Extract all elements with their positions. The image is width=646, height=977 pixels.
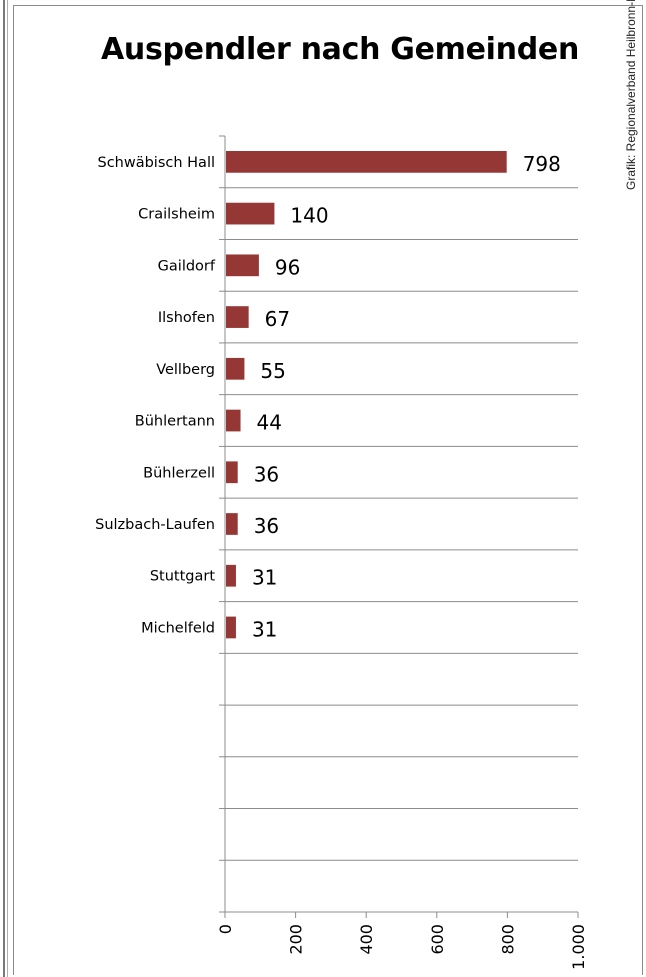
category-label: Stuttgart	[150, 569, 216, 585]
bar	[226, 409, 241, 432]
data-label: 31	[252, 566, 277, 590]
x-tick-label: 200	[287, 924, 306, 955]
bar	[226, 513, 238, 535]
bar	[226, 616, 236, 639]
bar	[226, 357, 245, 380]
data-label: 67	[265, 307, 290, 331]
x-tick-label: 600	[428, 924, 447, 955]
category-label: Crailsheim	[138, 207, 215, 223]
category-label: Schwäbisch Hall	[97, 155, 215, 171]
category-label: Vellberg	[156, 362, 215, 378]
x-tick-label: 1.000	[569, 924, 588, 970]
left-border-line	[3, 0, 5, 977]
data-label: 55	[260, 359, 285, 383]
bar	[226, 461, 238, 484]
bar	[226, 306, 249, 328]
category-label: Michelfeld	[141, 620, 215, 636]
chart-title: Auspendler nach Gemeinden	[100, 32, 580, 67]
data-label: 96	[275, 255, 300, 279]
x-tick-label: 800	[498, 924, 517, 955]
data-label: 140	[290, 204, 328, 228]
bar	[226, 254, 259, 277]
bar	[226, 151, 507, 173]
category-label: Gaildorf	[158, 258, 216, 274]
x-tick-label: 0	[216, 924, 235, 934]
category-label: Bühlerzell	[143, 465, 215, 481]
category-label: Ilshofen	[158, 310, 215, 326]
x-tick-label: 400	[357, 924, 376, 955]
category-label: Bühlertann	[135, 414, 215, 430]
data-label: 31	[252, 617, 277, 641]
category-label: Sulzbach-Laufen	[95, 517, 215, 533]
data-label: 36	[254, 514, 279, 538]
left-border-line-inner	[7, 0, 8, 977]
data-label: 44	[257, 411, 282, 435]
data-label: 798	[523, 152, 561, 176]
data-label: 36	[254, 462, 279, 486]
bar	[226, 564, 236, 587]
bar	[226, 202, 275, 225]
